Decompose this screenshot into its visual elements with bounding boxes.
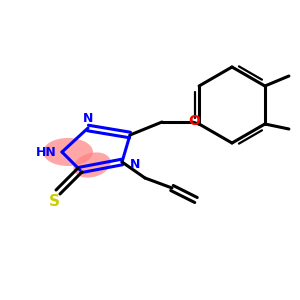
Text: N: N (130, 158, 140, 170)
Text: O: O (188, 114, 200, 128)
Text: S: S (49, 194, 59, 209)
Ellipse shape (74, 152, 111, 178)
Ellipse shape (43, 138, 93, 166)
Text: N: N (83, 112, 93, 124)
Text: HN: HN (36, 146, 56, 158)
